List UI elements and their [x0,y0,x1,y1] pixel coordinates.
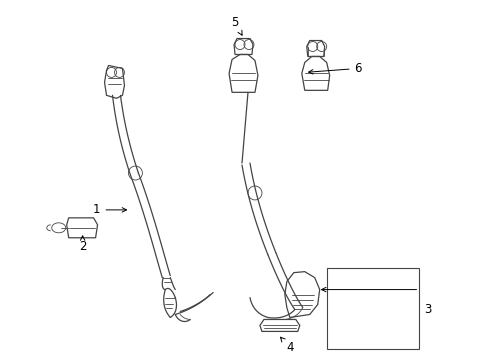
Text: 1: 1 [93,203,126,216]
Text: 4: 4 [280,337,293,354]
Text: 5: 5 [231,16,242,35]
Text: 2: 2 [79,236,86,253]
Text: 3: 3 [424,303,431,316]
Text: 6: 6 [308,62,361,75]
